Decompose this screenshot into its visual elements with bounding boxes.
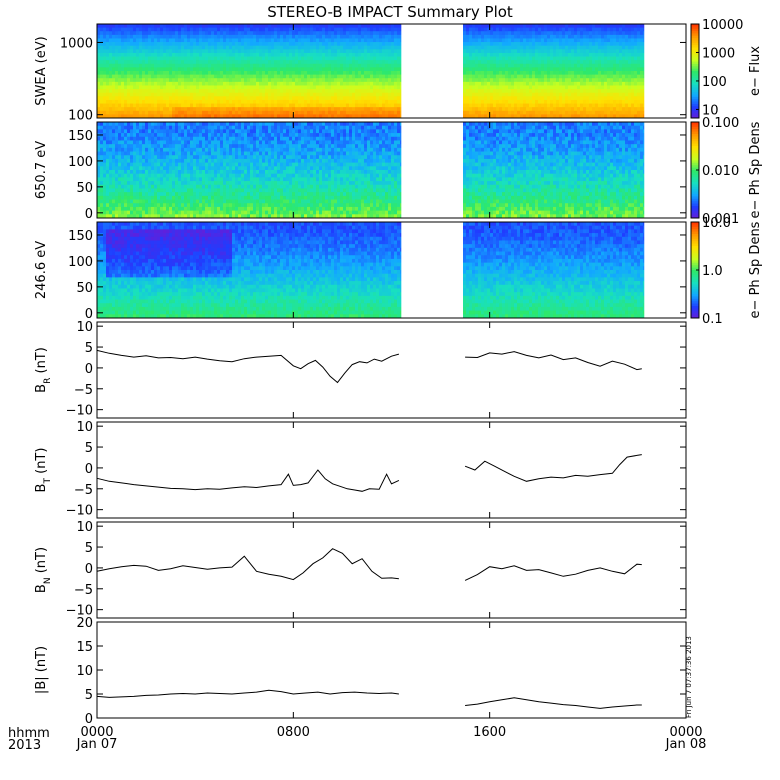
series-line-br xyxy=(96,349,642,384)
data-gap-swea-1 xyxy=(644,24,686,118)
ytick-label-swea-0: 100 xyxy=(68,109,93,124)
colorbar-tick-label-pad246-1: 1.0 xyxy=(702,264,723,279)
frame-br xyxy=(96,321,687,419)
ytick-label-pad246-3: 150 xyxy=(68,229,93,244)
panel-bmag: 0 5 10 15 20 |B| (nT) xyxy=(34,616,687,727)
xtick-label-1: 0800 xyxy=(277,725,310,740)
panel-pad246: 0.1 1.0 10.0 e− Ph Sp Dens 0 50 100 150 246.6 eV xyxy=(34,216,763,327)
panel-bt: −10 −5 0 5 10 BT (nT) xyxy=(34,420,687,519)
data-gap-pad246-0 xyxy=(401,222,463,318)
ytick-label-br-0: −10 xyxy=(66,404,93,419)
series-line-bt xyxy=(96,454,642,492)
colorbar-label-pad650: e− Ph Sp Dens xyxy=(748,121,763,218)
ylabel-bn: BN (nT) xyxy=(34,547,53,593)
ylabel-br: BR (nT) xyxy=(34,347,53,393)
ytick-label-bt-3: 5 xyxy=(85,441,93,456)
heatmap-swea xyxy=(97,24,647,119)
series-line-bn xyxy=(96,548,642,581)
ytick-label-pad650-2: 100 xyxy=(68,155,93,170)
time-axis-corner-top: hhmm xyxy=(8,726,50,741)
colorbar-label-swea: e− Flux xyxy=(748,46,763,96)
data-gap-pad650-0 xyxy=(401,122,463,218)
ytick-label-bt-0: −10 xyxy=(66,504,93,519)
panel-br: −10 −5 0 5 10 BR (nT) xyxy=(34,320,687,419)
colorbar-swea: 10 100 1000 10000 e− Flux xyxy=(690,18,763,119)
colorbar-pad650: 0.001 0.010 0.100 e− Ph Sp Dens xyxy=(690,116,763,227)
colorbar-frame-swea xyxy=(690,23,700,119)
xtick-label-2: 1600 xyxy=(473,725,506,740)
ytick-label-bn-2: 0 xyxy=(85,562,93,577)
ytick-label-bmag-4: 20 xyxy=(76,616,93,631)
ytick-label-bn-4: 10 xyxy=(76,520,93,535)
ytick-label-swea-1: 1000 xyxy=(60,36,93,51)
panel-swea: 10 100 1000 10000 e− Flux 100 1000 SWEA (eV) xyxy=(34,18,763,124)
ytick-label-bt-4: 10 xyxy=(76,420,93,435)
frame-swea xyxy=(96,23,687,119)
colorbar-tick-label-swea-1: 100 xyxy=(702,75,727,90)
ytick-label-pad650-1: 50 xyxy=(76,181,93,196)
ytick-label-pad650-3: 150 xyxy=(68,129,93,144)
xtick-label-0: 0000 xyxy=(80,725,113,740)
ytick-label-pad246-0: 0 xyxy=(85,307,93,322)
data-gap-pad650-1 xyxy=(644,122,686,218)
ylabel-bmag: |B| (nT) xyxy=(34,646,49,694)
ytick-label-bmag-2: 10 xyxy=(76,664,93,679)
ytick-label-br-3: 5 xyxy=(85,341,93,356)
ytick-label-bn-0: −10 xyxy=(66,604,93,619)
ytick-label-bn-3: 5 xyxy=(85,541,93,556)
panel-pad650: 0.001 0.010 0.100 e− Ph Sp Dens 0 50 100 150 650… xyxy=(34,116,763,227)
series-line-bmag xyxy=(96,689,642,709)
plot-title: STEREO-B IMPACT Summary Plot xyxy=(267,3,513,21)
ytick-label-bt-1: −5 xyxy=(74,483,93,498)
heatmap-pad246 xyxy=(97,222,647,319)
ytick-label-br-2: 0 xyxy=(85,362,93,377)
ytick-label-bn-1: −5 xyxy=(74,583,93,598)
colorbar-tick-label-pad246-2: 10.0 xyxy=(702,216,731,231)
ylabel-pad650: 650.7 eV xyxy=(34,141,49,199)
xtick-sublabel-0: Jan 07 xyxy=(76,737,118,752)
colorbar-tick-label-pad246-0: 0.1 xyxy=(702,312,723,327)
time-axis-corner-bottom: 2013 xyxy=(8,738,41,753)
ylabel-bt: BT (nT) xyxy=(34,448,53,493)
frame-pad246 xyxy=(96,221,687,319)
timestamp: Fri Jun 7 07:37:36 2013 xyxy=(685,636,693,718)
colorbar-tick-label-swea-0: 10 xyxy=(702,103,719,118)
heatmap-pad650 xyxy=(97,122,647,219)
colorbar-tick-label-pad650-0: 0.001 xyxy=(702,212,739,227)
ytick-label-bmag-1: 5 xyxy=(85,688,93,703)
ytick-label-br-1: −5 xyxy=(74,383,93,398)
colorbar-label-pad246: e− Ph Sp Dens xyxy=(748,221,763,318)
data-gap-pad246-1 xyxy=(644,222,686,318)
ytick-label-pad246-1: 50 xyxy=(76,281,93,296)
ytick-label-bt-2: 0 xyxy=(85,462,93,477)
panel-bn: −10 −5 0 5 10 BN (nT) xyxy=(34,520,687,619)
ytick-label-pad246-2: 100 xyxy=(68,255,93,270)
ylabel-swea: SWEA (eV) xyxy=(34,36,49,105)
colorbar-tick-label-pad650-2: 0.100 xyxy=(702,116,739,131)
frame-bmag xyxy=(96,621,687,719)
ytick-label-pad650-0: 0 xyxy=(85,207,93,222)
xtick-sublabel-3: Jan 08 xyxy=(665,737,707,752)
colorbar-pad246: 0.1 1.0 10.0 e− Ph Sp Dens xyxy=(690,216,763,327)
ytick-label-br-4: 10 xyxy=(76,320,93,335)
ytick-label-bmag-0: 0 xyxy=(85,712,93,727)
colorbar-tick-label-swea-3: 10000 xyxy=(702,18,743,33)
xtick-label-3: 0000 xyxy=(669,725,702,740)
data-gap-swea-0 xyxy=(401,24,463,118)
colorbar-tick-label-swea-2: 1000 xyxy=(702,46,735,61)
ytick-label-bmag-3: 15 xyxy=(76,640,93,655)
frame-pad650 xyxy=(96,121,687,219)
frame-bn xyxy=(96,521,687,619)
ylabel-pad246: 246.6 eV xyxy=(34,241,49,299)
colorbar-tick-label-pad650-1: 0.010 xyxy=(702,164,739,179)
frame-bt xyxy=(96,421,687,519)
